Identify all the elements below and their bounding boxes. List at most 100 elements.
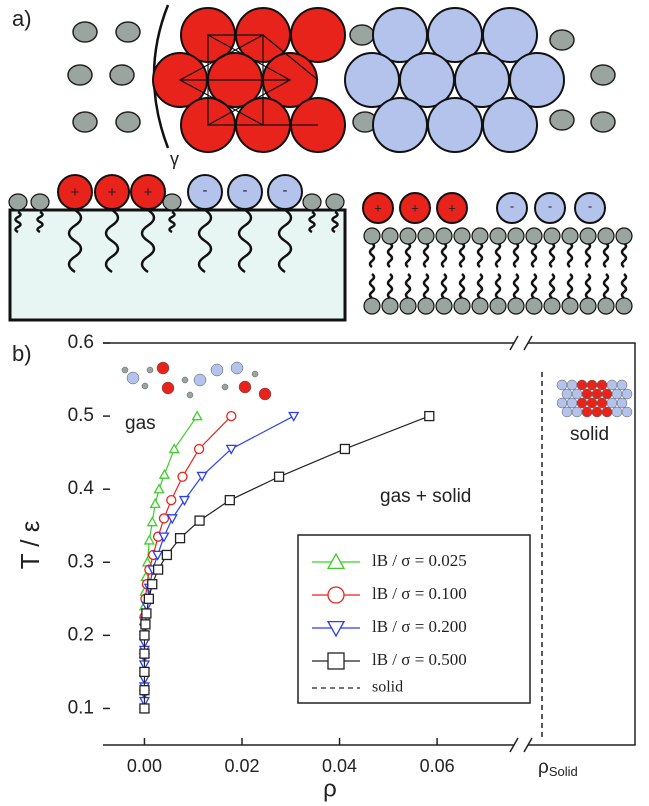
- legend-label: lB / σ = 0.200: [372, 617, 467, 636]
- solid-icon-particle: [567, 398, 577, 408]
- lipid-head: [526, 228, 542, 244]
- neutral-particle: [110, 65, 134, 85]
- lipid-head: [580, 228, 596, 244]
- lipid-head: [163, 194, 181, 210]
- legend-label: lB / σ = 0.100: [372, 584, 467, 603]
- point: [151, 499, 160, 507]
- point: [140, 704, 149, 713]
- legend-label: lB / σ = 0.025: [372, 551, 467, 570]
- gas-icon-particle: [211, 364, 223, 376]
- gas-icon-particle: [147, 367, 153, 373]
- lipid-head: [490, 298, 506, 314]
- annotation: solid: [570, 424, 609, 445]
- gas-icon-particle: [231, 362, 243, 374]
- figure: a)γ+++---+++--- b)0.10.20.30.40.50.60.00…: [0, 0, 649, 806]
- subphase: [10, 210, 345, 320]
- bilayer-tail: [532, 274, 536, 298]
- point: [148, 518, 157, 526]
- bilayer-tail: [496, 274, 500, 298]
- lipid-head: [490, 228, 506, 244]
- point: [227, 412, 236, 421]
- point: [148, 580, 157, 589]
- solid-icon-particle: [622, 389, 632, 399]
- point: [162, 550, 171, 559]
- rho-solid-label: ρSolid: [538, 757, 578, 779]
- gamma-label: γ: [170, 149, 179, 169]
- charge-label: +: [448, 200, 456, 215]
- lipid-head: [326, 194, 344, 210]
- point: [167, 496, 176, 505]
- solid-icon-particle: [562, 389, 572, 399]
- bilayer-tail: [586, 274, 590, 298]
- lipid-head: [508, 298, 524, 314]
- solid-icon-particle: [597, 380, 607, 390]
- point: [425, 412, 434, 421]
- x-tick-label: 0.00: [127, 756, 162, 776]
- bilayer-tail: [388, 274, 392, 298]
- charge-label: -: [588, 198, 592, 213]
- anion: [428, 98, 482, 152]
- bilayer-tail: [478, 243, 482, 267]
- solid-icon-particle: [572, 389, 582, 399]
- neutral-particle: [550, 30, 574, 50]
- rho-subscript: Solid: [549, 764, 578, 779]
- gas-icon-particle: [142, 383, 148, 389]
- bilayer-tail: [406, 274, 410, 298]
- point: [178, 472, 187, 481]
- y-tick-label: 0.2: [68, 624, 94, 645]
- gas-icon-particle: [157, 362, 169, 374]
- solid-icon-particle: [612, 389, 622, 399]
- solid-icon-particle: [612, 407, 622, 417]
- lipid-head: [418, 228, 434, 244]
- x-tick-label: 0.02: [224, 756, 259, 776]
- legend-marker: [328, 653, 344, 669]
- bilayer-tail: [424, 243, 428, 267]
- bilayer-tail: [604, 274, 608, 298]
- neutral-particle: [116, 22, 140, 42]
- lipid-head: [508, 228, 524, 244]
- annotation: gas + solid: [380, 486, 471, 507]
- lipid-head: [472, 298, 488, 314]
- solid-icon-particle: [607, 398, 617, 408]
- point: [340, 444, 349, 453]
- charge-label: +: [374, 200, 382, 215]
- neutral-particle: [116, 112, 140, 132]
- legend-label: solid: [372, 679, 403, 696]
- solid-icon-particle: [557, 380, 567, 390]
- point: [140, 686, 149, 695]
- bilayer-tail: [514, 274, 518, 298]
- y-tick-label: 0.5: [68, 405, 94, 426]
- x-axis-label: ρ: [323, 775, 337, 802]
- point: [195, 516, 204, 525]
- charge-label: +: [108, 184, 117, 201]
- rho-symbol: ρ: [538, 757, 549, 778]
- solid-icon-particle: [617, 380, 627, 390]
- x-tick-label: 0.06: [420, 756, 455, 776]
- solid-icon-particle: [602, 407, 612, 417]
- bilayer-tail: [586, 243, 590, 267]
- lipid-head: [544, 298, 560, 314]
- lipid-head: [31, 194, 49, 210]
- y-tick-label: 0.1: [68, 697, 94, 718]
- point: [193, 412, 202, 420]
- lipid-head: [562, 228, 578, 244]
- solid-icon-particle: [592, 389, 602, 399]
- point: [198, 472, 207, 480]
- lipid-head: [544, 228, 560, 244]
- lipid-head: [454, 298, 470, 314]
- charge-label: -: [548, 198, 552, 213]
- panel-b: b)0.10.20.30.40.50.60.000.020.040.06ρT /…: [12, 332, 635, 802]
- solid-icon-particle: [607, 380, 617, 390]
- gas-icon-particle: [222, 384, 228, 390]
- point: [180, 497, 189, 505]
- neutral-particle: [73, 22, 97, 42]
- neutral-particle: [73, 112, 97, 132]
- bilayer-tail: [532, 243, 536, 267]
- lipid-head: [364, 298, 380, 314]
- anion: [483, 98, 537, 152]
- lipid-head: [616, 298, 632, 314]
- lipid-head: [598, 298, 614, 314]
- point: [154, 565, 163, 574]
- bilayer-tail: [370, 243, 374, 267]
- neutral-particle: [550, 110, 574, 130]
